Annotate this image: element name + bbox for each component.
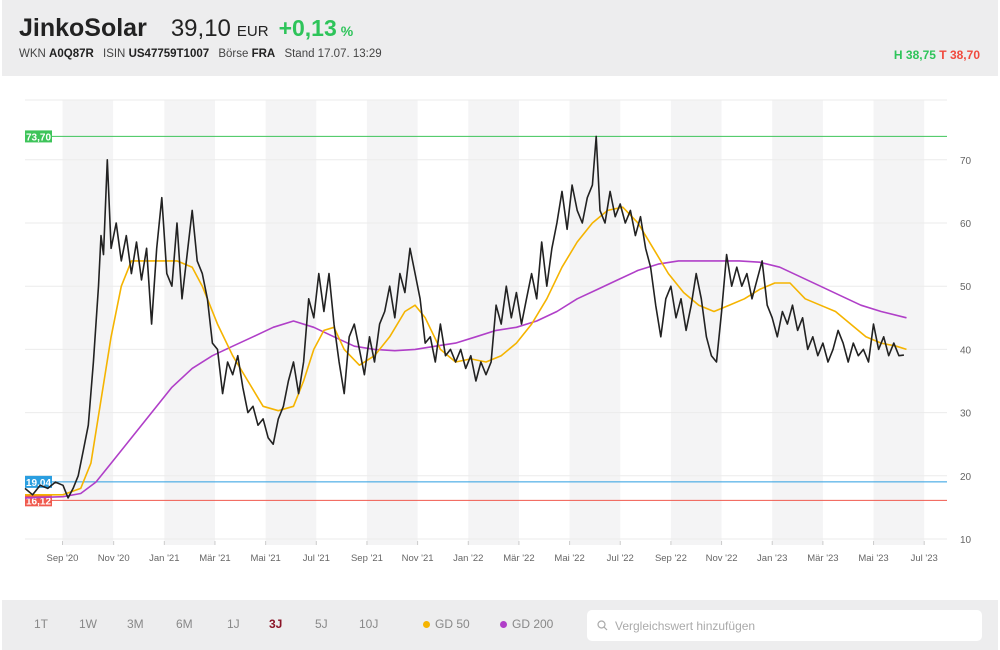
period-band: [468, 100, 519, 545]
series-line-kurs: [24, 135, 904, 499]
reference-badge: [25, 130, 52, 143]
price-change: +0,13: [278, 15, 337, 41]
x-tick-label: Sep '22: [655, 553, 687, 564]
currency: EUR: [236, 23, 269, 40]
reference-label: 73,70: [26, 132, 51, 143]
day-low: T 38,70: [939, 48, 980, 62]
x-tick-label: Sep '21: [351, 553, 383, 564]
x-tick-label: Nov '21: [402, 553, 434, 564]
exchange: FRA: [251, 48, 276, 60]
period-band: [164, 100, 215, 545]
x-tick-label: Jul '23: [911, 553, 938, 564]
x-tick-label: Mai '21: [250, 553, 280, 564]
period-band: [873, 100, 925, 545]
period-band: [670, 100, 722, 545]
chart-toolbar: 1T 1W 3M 6M 1J 3J 5J 10J GD 50 GD 200 Ve…: [2, 600, 998, 650]
isin: US47759T1007: [128, 48, 210, 60]
series-line-gd200: [24, 260, 907, 499]
y-tick-label: 60: [960, 219, 972, 230]
legend-gd50[interactable]: GD 50: [423, 617, 470, 631]
compare-search-input[interactable]: Vergleichswert hinzufügen: [587, 610, 982, 641]
price-chart[interactable]: 10 20 30 40 50 60 70 Sep '20 Nov '20 Jan '21 Mär '…: [0, 76, 1000, 600]
x-tick-label: Nov '20: [98, 553, 130, 564]
x-tick-label: Jan '23: [757, 553, 787, 564]
x-tick-label: Jul '22: [607, 553, 634, 564]
x-tick-label: Nov '22: [706, 553, 738, 564]
reference-label: 19,04: [26, 478, 51, 489]
legend-gd50-label: GD 50: [435, 617, 470, 631]
period-band: [62, 100, 114, 545]
x-tick-label: Jan '21: [149, 553, 179, 564]
x-tick-label: Mai '23: [858, 553, 888, 564]
quote-header: JinkoSolar 39,10 EUR +0,13 % WKN A0Q87R …: [2, 0, 998, 76]
x-tick-label: Mär '22: [503, 553, 534, 564]
gd200-dot-icon: [500, 620, 507, 628]
y-tick-label: 50: [960, 282, 972, 293]
range-3J[interactable]: 3J: [269, 617, 283, 631]
search-placeholder: Vergleichswert hinzufügen: [615, 618, 756, 633]
reference-label: 16,12: [26, 496, 51, 507]
x-tick-label: Mär '23: [807, 553, 838, 564]
x-tick-label: Sep '20: [47, 553, 79, 564]
price-change-unit: %: [340, 23, 354, 39]
wkn: A0Q87R: [49, 48, 94, 60]
day-high: H 38,75: [893, 48, 936, 62]
legend-gd200-label: GD 200: [512, 617, 554, 631]
stock-price: 39,10: [170, 15, 231, 42]
gd50-dot-icon: [423, 620, 430, 628]
range-1J[interactable]: 1J: [227, 617, 240, 631]
y-tick-label: 20: [960, 472, 972, 483]
legend-gd200[interactable]: GD 200: [500, 617, 553, 631]
range-3M[interactable]: 3M: [127, 617, 144, 631]
y-tick-label: 70: [960, 156, 972, 167]
period-band: [366, 100, 418, 545]
exchange-label: Börse: [218, 48, 249, 60]
range-6M[interactable]: 6M: [176, 617, 193, 631]
stock-meta: WKN A0Q87R ISIN US47759T1007 Börse FRA S…: [19, 48, 382, 60]
isin-label: ISIN: [103, 48, 126, 60]
x-tick-label: Jan '22: [453, 553, 483, 564]
y-tick-label: 10: [960, 535, 972, 546]
range-1W[interactable]: 1W: [79, 617, 97, 631]
timestamp: Stand 17.07. 13:29: [284, 48, 382, 60]
x-tick-label: Jul '21: [303, 553, 330, 564]
period-band: [569, 100, 621, 545]
reference-badge: [25, 475, 52, 488]
y-tick-label: 40: [960, 345, 972, 356]
x-tick-label: Mär '21: [199, 553, 230, 564]
range-1T[interactable]: 1T: [34, 617, 49, 631]
x-tick-label: Mai '22: [554, 553, 584, 564]
stock-name: JinkoSolar: [19, 14, 147, 42]
search-icon: [597, 620, 608, 631]
range-5J[interactable]: 5J: [315, 617, 328, 631]
range-10J[interactable]: 10J: [359, 617, 379, 631]
y-tick-label: 30: [960, 409, 972, 420]
wkn-label: WKN: [19, 48, 46, 60]
